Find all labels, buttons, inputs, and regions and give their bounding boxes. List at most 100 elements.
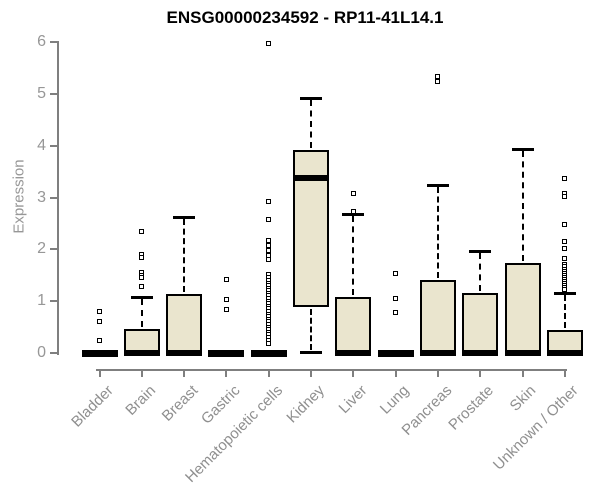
- median-breast: [166, 350, 203, 356]
- upper-whisker-cap-skin: [511, 148, 534, 152]
- x-tick-label-bladder: Bladder: [67, 382, 117, 431]
- x-tick-label-liver: Liver: [335, 382, 371, 418]
- upper-whisker-kidney: [310, 99, 312, 149]
- y-axis-line: [57, 41, 59, 355]
- upper-whisker-brain: [140, 299, 143, 328]
- upper-whisker-breast: [183, 219, 186, 293]
- x-tick: [225, 370, 228, 377]
- y-tick: [50, 300, 58, 303]
- x-tick-label-prostate: Prostate: [445, 382, 498, 434]
- x-tick-label-skin: Skin: [506, 382, 540, 415]
- y-tick-label: 3: [37, 188, 46, 206]
- x-tick: [521, 370, 524, 377]
- box-prostate: [462, 293, 499, 353]
- upper-whisker-cap-prostate: [469, 249, 492, 253]
- outlier-point-brain: [139, 284, 145, 290]
- x-tick-label-lung: Lung: [377, 382, 413, 418]
- y-tick: [50, 196, 58, 199]
- upper-whisker-skin: [521, 151, 524, 262]
- chart-title: ENSG00000234592 - RP11-41L14.1: [166, 8, 444, 27]
- outlier-point-gastric: [223, 306, 229, 312]
- lower-whisker-cap-kidney: [300, 350, 322, 354]
- outlier-point-pancreas: [435, 74, 441, 80]
- median-gastric: [208, 349, 245, 357]
- outlier-point-hematopoietic-cells: [266, 242, 272, 248]
- median-liver: [335, 350, 372, 356]
- x-tick: [563, 370, 566, 377]
- median-skin: [504, 350, 541, 356]
- upper-whisker-pancreas: [436, 187, 439, 278]
- outlier-point-hematopoietic-cells: [266, 247, 272, 253]
- outlier-point-hematopoietic-cells: [266, 257, 272, 263]
- outlier-point-lung: [393, 270, 399, 276]
- upper-whisker-cap-liver: [342, 213, 365, 217]
- outlier-point-brain: [139, 228, 145, 234]
- y-tick: [50, 41, 58, 44]
- y-tick: [50, 248, 58, 251]
- upper-whisker-unknown-other: [563, 295, 566, 329]
- x-tick: [436, 370, 439, 377]
- outlier-point-hematopoietic-cells: [266, 41, 272, 47]
- outlier-point-hematopoietic-cells: [266, 199, 272, 205]
- outlier-point-unknown-other: [562, 245, 568, 251]
- outlier-point-hematopoietic-cells: [266, 217, 272, 223]
- x-tick: [394, 370, 397, 377]
- median-pancreas: [419, 350, 456, 356]
- upper-whisker-cap-kidney: [300, 96, 322, 100]
- outlier-point-pancreas: [435, 78, 441, 84]
- x-tick: [140, 370, 143, 377]
- outlier-point-brain: [139, 275, 145, 281]
- box-skin: [504, 263, 541, 353]
- outlier-point-gastric: [223, 296, 229, 302]
- y-tick-label: 5: [37, 84, 46, 102]
- x-axis-line: [96, 369, 567, 371]
- outlier-point-unknown-other: [562, 175, 568, 181]
- x-tick: [352, 370, 355, 377]
- upper-whisker-liver: [352, 216, 355, 295]
- y-tick-label: 1: [37, 292, 46, 310]
- outlier-point-unknown-other: [562, 287, 568, 293]
- outlier-point-hematopoietic-cells: [266, 341, 272, 347]
- y-tick: [50, 92, 58, 95]
- y-tick-label: 4: [37, 136, 46, 154]
- upper-whisker-cap-brain: [130, 296, 153, 300]
- x-tick: [310, 370, 312, 377]
- box-pancreas: [419, 279, 456, 353]
- x-tick-label-kidney: Kidney: [283, 382, 329, 427]
- x-tick-label-brain: Brain: [122, 382, 159, 419]
- outlier-point-unknown-other: [562, 194, 568, 200]
- box-liver: [335, 296, 372, 353]
- upper-whisker-cap-pancreas: [426, 184, 449, 188]
- box-breast: [166, 294, 203, 353]
- median-bladder: [81, 349, 118, 357]
- median-brain: [123, 350, 160, 356]
- outlier-point-unknown-other: [562, 255, 568, 261]
- outlier-point-unknown-other: [562, 239, 568, 245]
- x-tick: [98, 370, 101, 377]
- upper-whisker-cap-unknown-other: [553, 292, 576, 296]
- median-hematopoietic-cells: [250, 349, 287, 357]
- outlier-point-liver: [350, 209, 356, 214]
- upper-whisker-prostate: [479, 252, 482, 292]
- x-tick: [267, 370, 270, 377]
- x-tick: [479, 370, 482, 377]
- outlier-point-bladder: [97, 319, 102, 325]
- outlier-point-lung: [393, 296, 399, 302]
- median-prostate: [462, 350, 499, 356]
- outlier-point-bladder: [97, 337, 102, 343]
- lower-whisker-kidney: [310, 309, 312, 350]
- outlier-point-lung: [393, 310, 399, 316]
- outlier-point-brain: [139, 255, 145, 261]
- y-tick: [50, 144, 58, 147]
- median-unknown-other: [546, 350, 583, 356]
- outlier-point-bladder: [97, 309, 102, 315]
- upper-whisker-cap-breast: [173, 216, 196, 220]
- y-tick-label: 6: [37, 33, 46, 51]
- x-tick-label-breast: Breast: [158, 382, 202, 425]
- y-tick-label: 2: [37, 240, 46, 258]
- outlier-point-hematopoietic-cells: [266, 237, 272, 243]
- outlier-point-liver: [350, 190, 356, 196]
- outlier-point-unknown-other: [562, 222, 568, 228]
- y-tick: [50, 352, 58, 354]
